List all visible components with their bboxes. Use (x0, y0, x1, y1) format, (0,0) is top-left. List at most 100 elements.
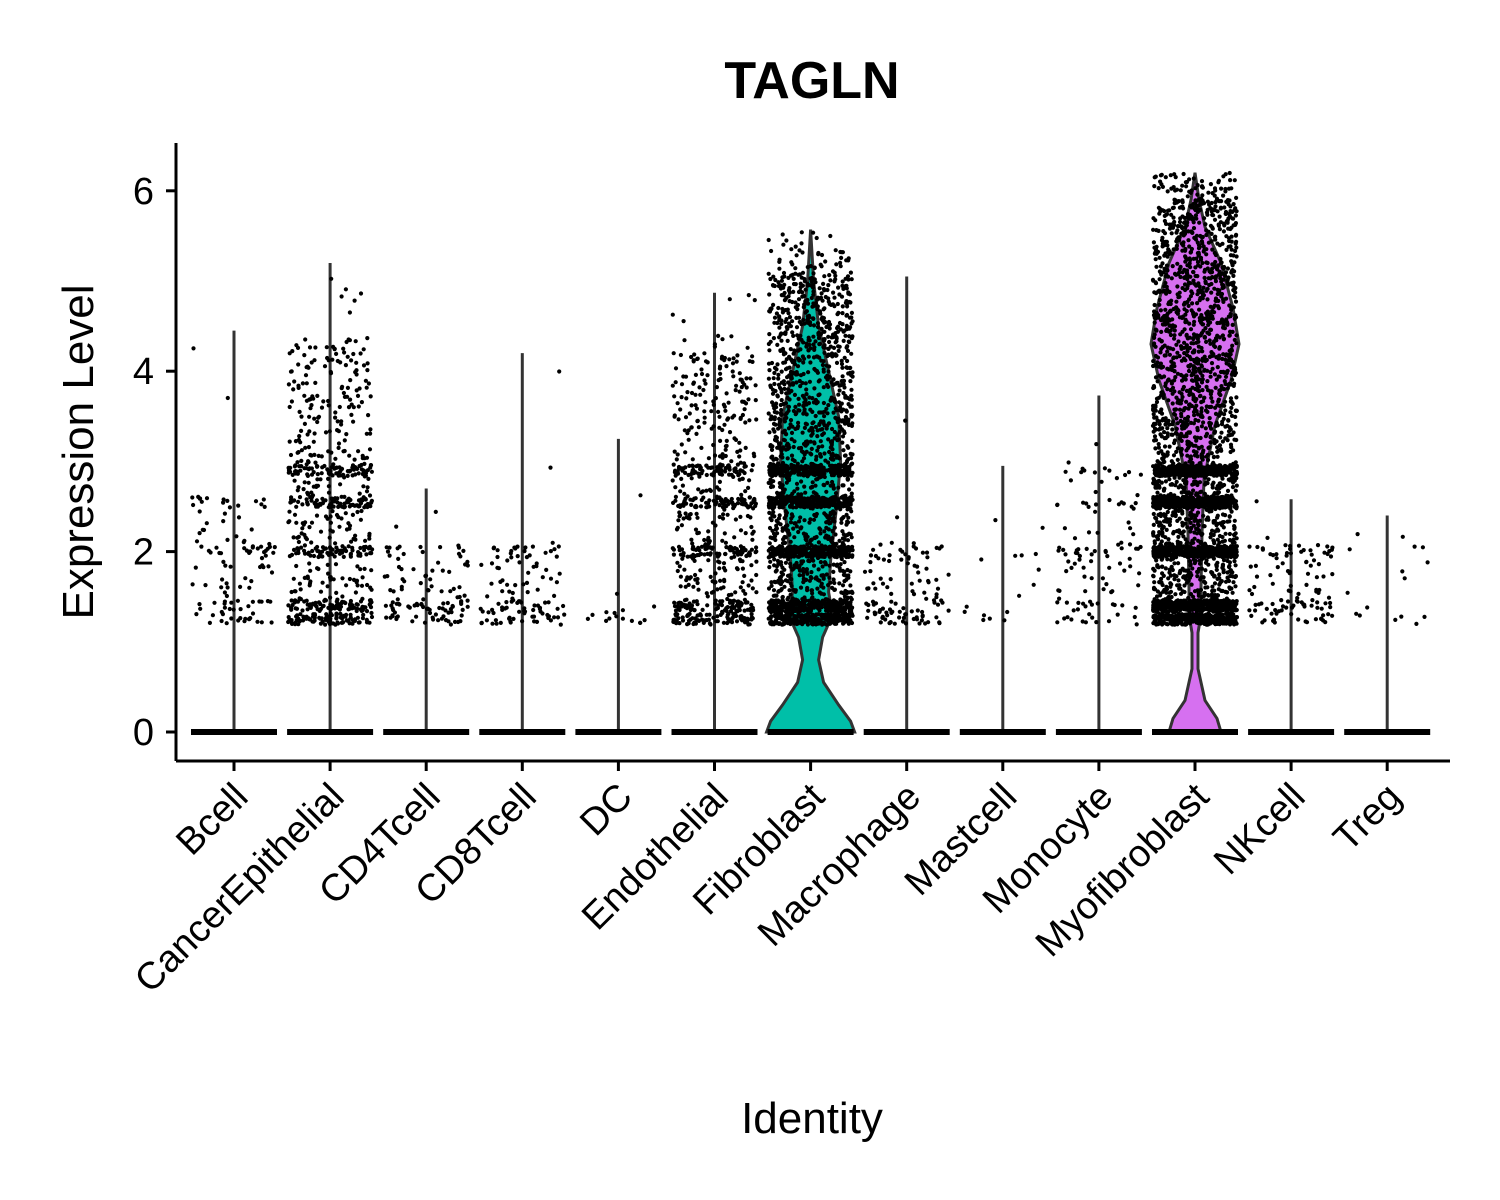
data-point (311, 612, 316, 617)
data-point (688, 554, 693, 559)
data-point (295, 546, 300, 551)
data-point (834, 339, 839, 344)
data-point (698, 504, 704, 509)
data-point (832, 580, 837, 586)
data-point (683, 450, 688, 455)
data-point (840, 583, 846, 588)
data-point (822, 451, 827, 456)
data-point (723, 551, 728, 557)
data-point (1084, 546, 1089, 552)
data-point (821, 573, 826, 578)
data-point (333, 456, 338, 461)
data-point (1114, 476, 1119, 481)
data-point (750, 354, 755, 359)
data-point (1128, 564, 1133, 569)
data-point (849, 414, 854, 419)
data-point (557, 369, 562, 374)
data-point (406, 604, 411, 609)
data-point (307, 617, 313, 622)
data-point (826, 403, 831, 408)
data-point (791, 495, 797, 500)
data-point (313, 600, 318, 605)
data-point (839, 590, 844, 595)
data-point (286, 382, 291, 387)
data-point (775, 362, 780, 367)
data-point (243, 576, 248, 581)
data-point (828, 600, 833, 606)
data-point (363, 538, 368, 543)
data-point (905, 561, 910, 566)
data-point (820, 503, 825, 508)
data-point (289, 605, 294, 611)
data-point (686, 515, 691, 521)
zero-points (479, 729, 566, 735)
data-point (810, 612, 815, 617)
data-point (795, 333, 800, 338)
data-point (1083, 604, 1088, 609)
data-point (704, 546, 709, 551)
data-point (841, 381, 846, 387)
data-point (846, 290, 851, 295)
data-point (286, 603, 291, 608)
data-point (786, 604, 791, 609)
data-point (309, 520, 315, 525)
data-point (850, 334, 855, 339)
data-point (808, 439, 813, 444)
data-point (798, 347, 803, 352)
data-point (780, 595, 785, 600)
data-point (426, 588, 431, 593)
data-point (842, 355, 847, 360)
data-point (330, 509, 335, 514)
data-point (352, 457, 357, 462)
data-point (797, 248, 802, 253)
data-point (828, 468, 833, 473)
data-point (769, 580, 774, 585)
data-point (889, 599, 894, 604)
data-point (804, 392, 809, 397)
data-point (783, 540, 788, 546)
data-point (791, 466, 796, 471)
data-point (1077, 557, 1082, 562)
data-point (777, 335, 782, 340)
data-point (924, 550, 930, 555)
data-point (782, 416, 788, 421)
data-point (356, 471, 361, 476)
data-point (1071, 608, 1076, 613)
data-point (678, 574, 684, 579)
data-point (305, 490, 310, 495)
data-point (782, 584, 787, 589)
data-point (803, 614, 808, 619)
data-point (220, 612, 225, 617)
data-point (895, 515, 900, 520)
data-point (334, 549, 339, 555)
data-point (824, 520, 829, 525)
data-point (724, 438, 729, 443)
data-point (1068, 478, 1073, 483)
data-point (733, 517, 739, 522)
data-point (319, 471, 324, 476)
data-point (343, 287, 348, 292)
data-point (796, 446, 802, 451)
data-point (752, 454, 757, 459)
data-point (836, 614, 841, 619)
data-point (919, 618, 925, 623)
data-point (751, 608, 756, 613)
data-point (325, 562, 330, 568)
data-point (816, 498, 821, 503)
data-point (722, 507, 727, 512)
data-point (848, 270, 854, 275)
data-point (339, 419, 344, 424)
data-point (289, 399, 294, 404)
data-point (727, 546, 732, 551)
data-point (300, 526, 305, 531)
data-point (737, 371, 742, 376)
data-point (725, 498, 730, 503)
data-point (231, 607, 236, 612)
data-point (797, 471, 802, 476)
data-point (792, 563, 797, 568)
data-point (351, 351, 356, 357)
data-point (843, 600, 848, 605)
data-point (546, 600, 551, 605)
data-point (694, 431, 699, 436)
data-point (840, 440, 845, 445)
